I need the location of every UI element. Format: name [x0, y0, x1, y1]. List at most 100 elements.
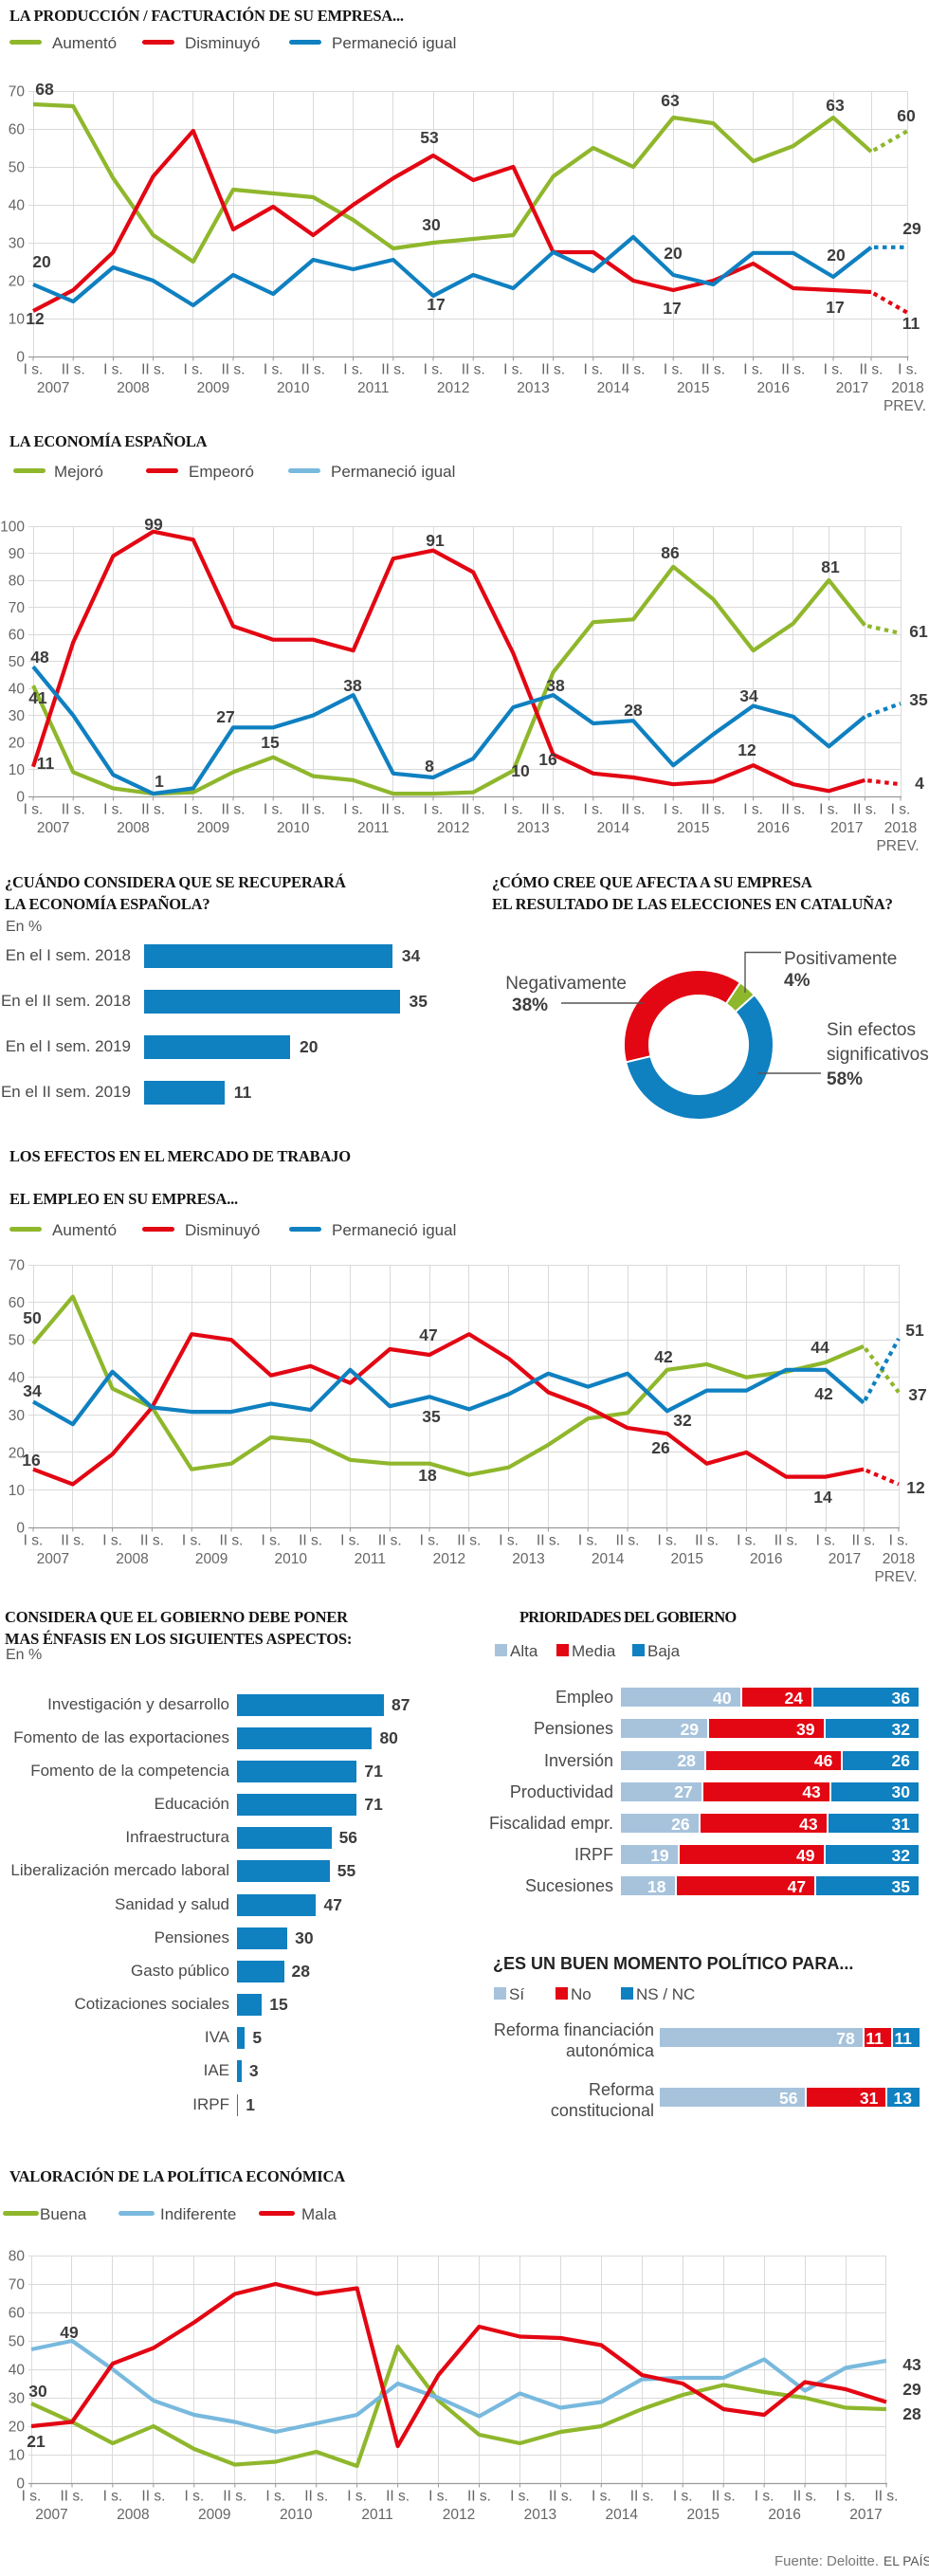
svg-text:II s.: II s.: [223, 2489, 246, 2505]
svg-text:50: 50: [9, 160, 26, 176]
svg-text:70: 70: [9, 600, 26, 616]
svg-text:I s.: I s.: [503, 802, 523, 818]
svg-text:27: 27: [216, 707, 234, 726]
svg-text:II s.: II s.: [853, 802, 877, 818]
svg-text:II s.: II s.: [61, 2489, 84, 2505]
svg-text:I s.: I s.: [578, 1533, 598, 1549]
svg-text:29: 29: [902, 219, 921, 238]
svg-text:2009: 2009: [198, 2507, 230, 2523]
svg-text:I s.: I s.: [420, 1533, 440, 1549]
svg-text:2014: 2014: [592, 1551, 625, 1567]
svg-text:I s.: I s.: [503, 362, 523, 378]
svg-text:II s.: II s.: [222, 802, 246, 818]
svg-text:48: 48: [30, 648, 49, 667]
svg-text:2008: 2008: [117, 2507, 149, 2523]
svg-text:II s.: II s.: [61, 1533, 84, 1549]
svg-text:I s.: I s.: [657, 1533, 677, 1549]
svg-text:2017: 2017: [836, 380, 868, 396]
svg-text:37: 37: [908, 1385, 926, 1404]
svg-text:II s.: II s.: [622, 362, 646, 378]
svg-text:20: 20: [827, 246, 846, 265]
svg-text:30: 30: [9, 1408, 26, 1424]
svg-text:II s.: II s.: [62, 802, 85, 818]
svg-text:Sin efectos: Sin efectos: [827, 1020, 916, 1040]
svg-text:II s.: II s.: [457, 1533, 481, 1549]
svg-text:99: 99: [144, 515, 163, 534]
svg-text:2018: 2018: [884, 820, 917, 836]
svg-text:38: 38: [546, 676, 565, 695]
svg-text:I s.: I s.: [103, 362, 123, 378]
svg-text:16: 16: [22, 1451, 41, 1470]
svg-text:1: 1: [155, 772, 164, 791]
svg-text:I s.: I s.: [428, 2489, 448, 2505]
svg-text:I s.: I s.: [340, 1533, 360, 1549]
svg-text:40: 40: [9, 198, 26, 214]
svg-text:II s.: II s.: [622, 802, 646, 818]
svg-text:30: 30: [9, 236, 26, 252]
svg-text:28: 28: [902, 2404, 921, 2423]
svg-text:PREV.: PREV.: [876, 838, 919, 853]
svg-text:II s.: II s.: [781, 802, 805, 818]
svg-text:47: 47: [419, 1325, 437, 1344]
svg-text:2010: 2010: [277, 820, 310, 836]
svg-text:2018: 2018: [891, 380, 923, 396]
svg-text:49: 49: [60, 2323, 79, 2342]
svg-text:I s.: I s.: [583, 362, 603, 378]
svg-text:2016: 2016: [750, 1551, 782, 1567]
svg-text:34: 34: [739, 686, 758, 705]
svg-text:I s.: I s.: [265, 2489, 285, 2505]
svg-text:2012: 2012: [437, 380, 469, 396]
svg-text:2016: 2016: [756, 380, 789, 396]
svg-text:50: 50: [23, 1308, 42, 1327]
svg-text:28: 28: [624, 701, 643, 720]
svg-text:30: 30: [9, 2391, 26, 2407]
svg-text:2010: 2010: [274, 1551, 307, 1567]
svg-text:I s.: I s.: [347, 2489, 367, 2505]
svg-text:II s.: II s.: [630, 2489, 654, 2505]
svg-text:30: 30: [9, 708, 26, 724]
svg-text:0: 0: [16, 790, 25, 806]
svg-text:II s.: II s.: [381, 362, 405, 378]
svg-text:I s.: I s.: [264, 802, 283, 818]
svg-text:2011: 2011: [357, 380, 389, 396]
svg-text:2008: 2008: [116, 1551, 148, 1567]
svg-text:80: 80: [9, 2249, 26, 2265]
svg-text:II s.: II s.: [781, 362, 805, 378]
svg-text:61: 61: [909, 622, 928, 641]
svg-text:I s.: I s.: [743, 362, 763, 378]
svg-text:II s.: II s.: [616, 1533, 640, 1549]
svg-text:II s.: II s.: [467, 2489, 491, 2505]
svg-text:II s.: II s.: [462, 802, 485, 818]
svg-text:II s.: II s.: [701, 802, 725, 818]
svg-text:2017: 2017: [849, 2507, 882, 2523]
svg-text:2009: 2009: [195, 1551, 228, 1567]
svg-text:I s.: I s.: [898, 362, 918, 378]
svg-text:70: 70: [9, 84, 26, 100]
svg-text:2007: 2007: [35, 2507, 67, 2523]
svg-text:II s.: II s.: [62, 362, 85, 378]
svg-text:II s.: II s.: [875, 2489, 899, 2505]
svg-text:II s.: II s.: [304, 2489, 328, 2505]
svg-text:40: 40: [9, 2363, 26, 2379]
svg-text:PREV.: PREV.: [883, 398, 926, 414]
svg-text:II s.: II s.: [541, 802, 565, 818]
svg-text:II s.: II s.: [141, 362, 165, 378]
svg-text:II s.: II s.: [381, 802, 405, 818]
svg-text:20: 20: [9, 736, 26, 752]
svg-text:32: 32: [673, 1411, 692, 1430]
svg-text:20: 20: [664, 244, 683, 263]
svg-text:12: 12: [738, 740, 756, 759]
svg-text:I s.: I s.: [664, 802, 683, 818]
svg-text:2014: 2014: [597, 380, 630, 396]
svg-text:60: 60: [9, 122, 26, 138]
svg-text:I s.: I s.: [261, 1533, 281, 1549]
svg-text:26: 26: [651, 1438, 670, 1457]
svg-text:15: 15: [261, 733, 280, 752]
svg-text:30: 30: [422, 215, 441, 234]
svg-text:2015: 2015: [670, 1551, 702, 1567]
svg-text:70: 70: [9, 1258, 26, 1274]
svg-text:2013: 2013: [517, 820, 549, 836]
svg-text:II s.: II s.: [301, 362, 325, 378]
svg-text:2015: 2015: [677, 820, 709, 836]
svg-text:58%: 58%: [827, 1069, 863, 1089]
